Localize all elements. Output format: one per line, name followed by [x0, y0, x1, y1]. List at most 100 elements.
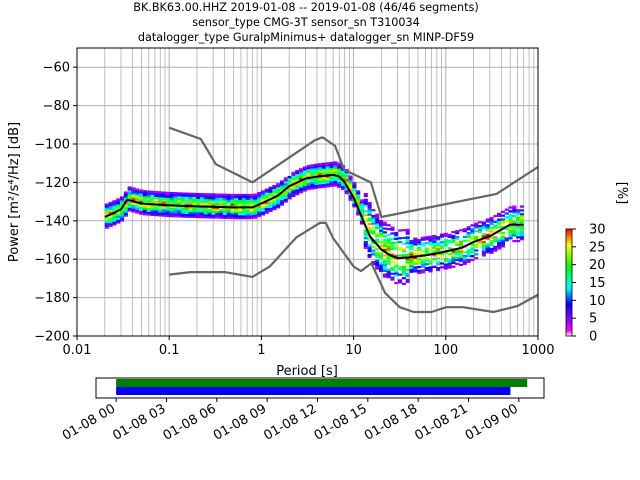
density-cell	[325, 169, 330, 173]
density-cell	[238, 197, 243, 200]
density-cell	[367, 211, 372, 214]
density-cell	[447, 247, 452, 250]
density-cell	[340, 176, 346, 179]
density-cell	[497, 247, 502, 250]
density-cell	[348, 189, 353, 192]
density-cell	[455, 251, 460, 254]
density-cell	[131, 204, 136, 207]
density-cell	[359, 210, 365, 214]
mean-psd	[104, 173, 524, 260]
density-cell	[462, 256, 467, 260]
density-cell	[371, 232, 376, 235]
density-cell	[169, 192, 174, 195]
density-cell	[165, 191, 170, 194]
plot-frame	[76, 47, 539, 337]
density-cell	[436, 268, 441, 272]
density-cell	[215, 214, 220, 217]
density-cell	[489, 226, 494, 229]
density-cell	[199, 200, 205, 203]
colorbar-label: [%]	[614, 182, 629, 205]
density-cell	[139, 191, 144, 194]
density-cell	[116, 207, 121, 211]
density-cell	[508, 231, 513, 234]
density-cell	[375, 261, 380, 264]
density-cell	[116, 206, 121, 209]
density-cell	[508, 225, 513, 228]
density-cell	[382, 263, 387, 267]
density-cell	[405, 259, 410, 262]
density-cell	[173, 194, 178, 197]
density-cell	[291, 192, 296, 196]
density-cell	[340, 187, 346, 191]
density-cell	[386, 276, 391, 279]
density-cell	[173, 199, 178, 203]
density-cell	[131, 210, 136, 213]
y-tick-label: −60	[43, 61, 70, 76]
density-cell	[398, 240, 403, 244]
density-cell	[112, 209, 117, 213]
density-cell	[203, 214, 208, 217]
density-cell	[500, 243, 505, 246]
density-cell	[199, 196, 205, 200]
density-cell	[356, 203, 361, 206]
density-cell	[519, 234, 525, 237]
density-cell	[192, 212, 197, 215]
density-cell	[352, 193, 357, 196]
density-cell	[291, 171, 296, 174]
density-cell	[180, 215, 186, 218]
density-cell	[165, 214, 170, 218]
density-cell	[123, 202, 128, 206]
density-cell	[203, 206, 208, 209]
density-cell	[497, 237, 502, 241]
density-cell	[283, 181, 288, 184]
density-cell	[417, 258, 422, 261]
density-cell	[417, 248, 422, 251]
density-cell	[516, 211, 521, 214]
density-cell	[142, 199, 147, 202]
density-cell	[512, 215, 517, 218]
density-cell	[180, 205, 186, 209]
density-cell	[462, 228, 467, 231]
y-tick-label: −180	[34, 291, 70, 306]
density-cell	[180, 200, 186, 203]
density-cell	[333, 182, 338, 185]
density-cell	[398, 279, 403, 282]
density-cell	[420, 242, 425, 245]
density-cell	[420, 263, 425, 266]
density-cell	[238, 207, 243, 210]
density-cell	[268, 209, 273, 212]
density-cell	[512, 211, 517, 214]
density-cell	[199, 214, 205, 217]
density-cell	[363, 240, 368, 244]
density-cell	[485, 243, 490, 246]
y-tick-label: −200	[34, 330, 70, 345]
density-cell	[203, 198, 208, 202]
density-cell	[104, 213, 109, 216]
density-cell	[428, 268, 433, 271]
density-cell	[474, 253, 479, 256]
density-cell	[299, 185, 304, 188]
density-cell	[375, 234, 380, 237]
density-cell	[413, 268, 418, 271]
density-cell	[257, 201, 262, 204]
density-cell	[295, 185, 300, 188]
density-cell	[276, 183, 281, 186]
density-cell	[344, 190, 349, 193]
density-cell	[131, 202, 136, 205]
density-cell	[474, 222, 479, 225]
density-cell	[428, 235, 433, 238]
density-cell	[161, 201, 166, 204]
density-cell	[394, 233, 399, 237]
density-cell	[481, 250, 486, 253]
density-cell	[295, 169, 300, 173]
density-cell	[519, 238, 525, 241]
density-cell	[222, 195, 227, 198]
density-cell	[192, 210, 197, 213]
density-cell	[519, 236, 525, 239]
density-cell	[196, 210, 201, 213]
density-cell	[211, 216, 216, 219]
x-axis: 0.01 0.1 1 10 100 1000	[63, 336, 555, 358]
density-cell	[489, 242, 494, 245]
density-cell	[161, 193, 166, 196]
density-cell	[177, 194, 182, 197]
